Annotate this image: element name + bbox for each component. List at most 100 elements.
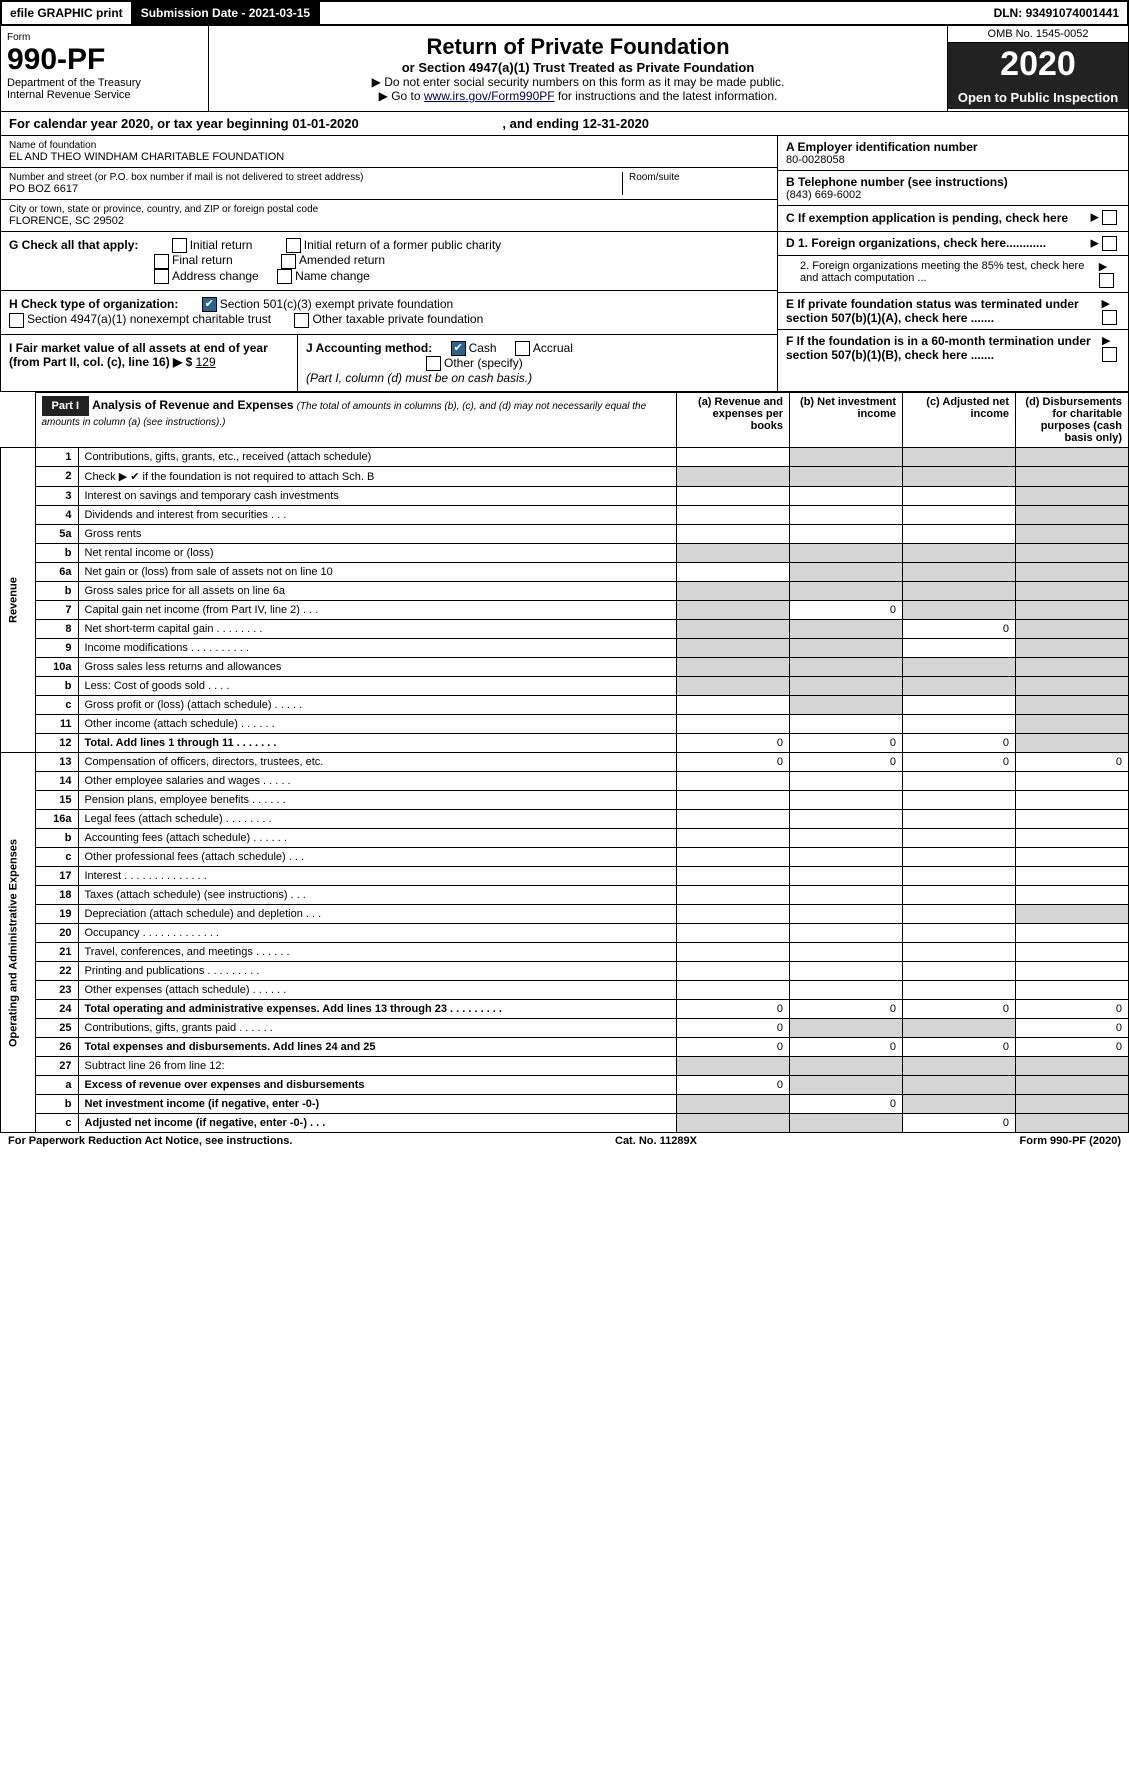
cell-d [1016,962,1129,981]
telephone: (843) 669-6002 [786,189,1120,201]
cell-a: 0 [677,734,790,753]
cell-d [1016,924,1129,943]
cell-a [677,525,790,544]
cell-c [903,962,1016,981]
cell-d [1016,848,1129,867]
g-initial[interactable] [172,238,187,253]
cell-d: 0 [1016,753,1129,772]
cell-a [677,639,790,658]
col-d: (d) Disbursements for charitable purpose… [1016,393,1129,448]
g-initial-pc[interactable] [286,238,301,253]
cell-b: 0 [790,1000,903,1019]
row-num: 21 [35,943,78,962]
cell-b [790,506,903,525]
col-a: (a) Revenue and expenses per books [677,393,790,448]
cell-d [1016,791,1129,810]
city: FLORENCE, SC 29502 [9,215,769,227]
cell-d [1016,943,1129,962]
g-amended[interactable] [281,254,296,269]
cell-d [1016,620,1129,639]
f-check[interactable] [1102,347,1117,362]
cell-d: 0 [1016,1019,1129,1038]
d2: 2. Foreign organizations meeting the 85%… [786,260,1099,288]
row-text: Net gain or (loss) from sale of assets n… [78,563,677,582]
row-num: 10a [35,658,78,677]
irs-link[interactable]: www.irs.gov/Form990PF [424,89,555,103]
row-text: Total. Add lines 1 through 11 . . . . . … [78,734,677,753]
cell-b: 0 [790,601,903,620]
row-text: Legal fees (attach schedule) . . . . . .… [78,810,677,829]
cell-a [677,582,790,601]
g-name[interactable] [277,269,292,284]
j-other[interactable] [426,356,441,371]
cell-d [1016,905,1129,924]
row-text: Interest . . . . . . . . . . . . . . [78,867,677,886]
row-num: 25 [35,1019,78,1038]
efile-label: efile GRAPHIC print [2,2,133,24]
row-text: Other employee salaries and wages . . . … [78,772,677,791]
row-text: Taxes (attach schedule) (see instruction… [78,886,677,905]
j-accrual[interactable] [515,341,530,356]
cell-a [677,772,790,791]
cell-a: 0 [677,1076,790,1095]
cell-d [1016,829,1129,848]
j-cash[interactable]: ✔ [451,341,466,356]
cell-a [677,810,790,829]
row-text: Depreciation (attach schedule) and deple… [78,905,677,924]
row-text: Occupancy . . . . . . . . . . . . . [78,924,677,943]
cell-c [903,563,1016,582]
d1: D 1. Foreign organizations, check here..… [786,236,1046,251]
row-num: 8 [35,620,78,639]
cell-b [790,791,903,810]
footer-left: For Paperwork Reduction Act Notice, see … [8,1135,292,1147]
row-num: b [35,677,78,696]
i-value: 129 [196,355,216,369]
cell-b: 0 [790,734,903,753]
j-label: J Accounting method: [306,341,432,355]
cell-a [677,829,790,848]
cell-d [1016,544,1129,563]
ein: 80-0028058 [786,154,1120,166]
cell-d [1016,772,1129,791]
cell-c [903,829,1016,848]
row-num: c [35,848,78,867]
part1-title: Analysis of Revenue and Expenses [92,398,293,412]
cell-b [790,772,903,791]
d2-check[interactable] [1099,273,1114,288]
cell-b [790,639,903,658]
cell-a [677,791,790,810]
row-text: Pension plans, employee benefits . . . .… [78,791,677,810]
row-num: 16a [35,810,78,829]
cell-a [677,620,790,639]
row-text: Capital gain net income (from Part IV, l… [78,601,677,620]
d1-check[interactable] [1102,236,1117,251]
g-final[interactable] [154,254,169,269]
row-num: 2 [35,467,78,487]
h-501c3[interactable]: ✔ [202,297,217,312]
c-checkbox[interactable] [1102,210,1117,225]
row-text: Contributions, gifts, grants, etc., rece… [78,448,677,467]
row-text: Compensation of officers, directors, tru… [78,753,677,772]
g-address[interactable] [154,269,169,284]
top-bar: efile GRAPHIC print Submission Date - 20… [0,0,1129,26]
cell-b [790,829,903,848]
e-check[interactable] [1102,310,1117,325]
cell-b [790,677,903,696]
cell-b [790,582,903,601]
cell-c [903,696,1016,715]
cell-d [1016,448,1129,467]
cell-c: 0 [903,1038,1016,1057]
row-num: 17 [35,867,78,886]
h-other[interactable] [294,313,309,328]
calendar-year: For calendar year 2020, or tax year begi… [0,112,1129,136]
cell-c [903,1076,1016,1095]
cell-b [790,924,903,943]
cell-b [790,1076,903,1095]
cell-a [677,715,790,734]
row-num: 7 [35,601,78,620]
h-4947[interactable] [9,313,24,328]
col-c: (c) Adjusted net income [903,393,1016,448]
cell-b [790,563,903,582]
cell-a [677,1057,790,1076]
form-title: Return of Private Foundation [217,34,939,60]
